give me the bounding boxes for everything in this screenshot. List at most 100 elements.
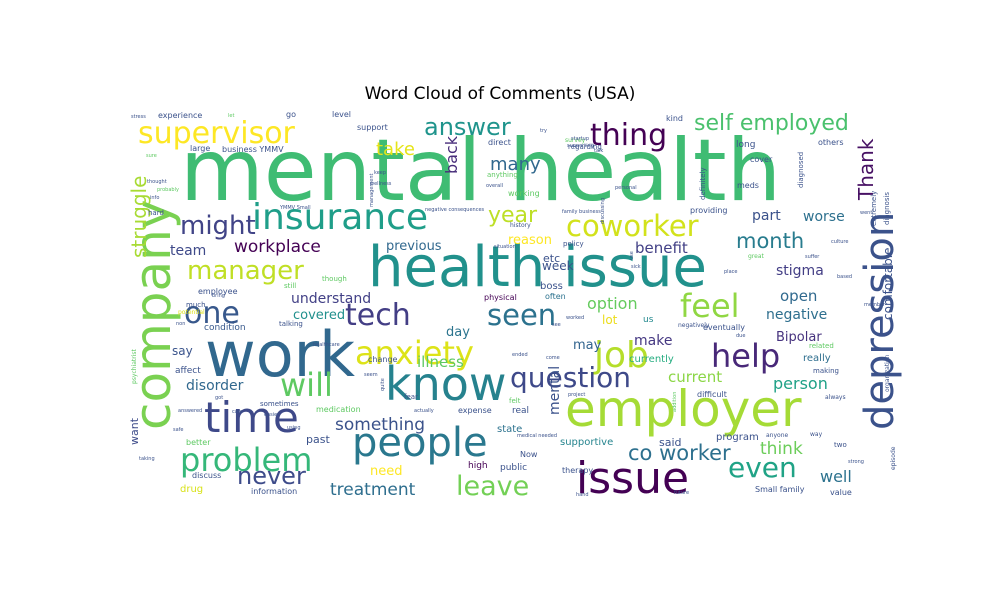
word-psychiatrist: psychiatrist <box>131 348 138 384</box>
word-value: value <box>830 488 852 497</box>
word-disorder: disorder <box>186 378 244 394</box>
word-covered: covered <box>293 308 345 323</box>
word-want: want <box>128 417 141 445</box>
word-try: try <box>540 128 547 134</box>
word-sick: sick <box>631 264 641 270</box>
word-extremely: extremely <box>870 191 878 226</box>
word-meds: meds <box>737 181 759 190</box>
word-still: still <box>284 282 296 290</box>
word-supportive: supportive <box>560 437 613 448</box>
word-leave: leave <box>456 471 529 502</box>
word-manager: manager <box>187 256 304 286</box>
word-much: much <box>186 301 206 309</box>
word-thought: thought <box>147 179 167 185</box>
word-strong: strong <box>848 459 864 465</box>
word-cover: cover <box>750 155 773 164</box>
word-issue: issue <box>576 453 689 504</box>
word-suffer: suffer <box>805 254 820 260</box>
word-co-worker: co worker <box>628 441 731 465</box>
word-struggle: struggle <box>127 176 151 258</box>
word-based: based <box>837 274 852 280</box>
word-wellness: wellness <box>370 181 392 187</box>
word-thing: thing <box>590 118 667 153</box>
word-taking: taking <box>139 456 155 462</box>
word-answer: answer <box>424 113 511 141</box>
word-healthcare: healthcare <box>313 342 340 348</box>
word-way: way <box>810 431 823 438</box>
word-take: take <box>376 139 415 160</box>
word-business-ymmv: business YMMV <box>222 145 284 154</box>
word-due: due <box>736 333 745 339</box>
word-talk: talk <box>594 148 603 154</box>
word-safe: safe <box>173 427 184 433</box>
word-negative-consequences: negative consequences <box>425 207 485 213</box>
word-overall: overall <box>486 183 503 189</box>
word-medical-needed: medical needed <box>517 433 557 439</box>
word-using: using <box>287 425 301 431</box>
word-back: back <box>442 135 461 174</box>
word-person: person <box>773 374 828 393</box>
word-well: well <box>820 467 852 486</box>
word-non: non <box>176 321 185 327</box>
word-experience: experience <box>158 111 202 120</box>
word-survey: survey <box>565 137 586 144</box>
word-insurance: insurance <box>252 197 428 238</box>
word-project: project <box>568 392 585 398</box>
word-stress: stress <box>131 114 146 120</box>
word-really: really <box>803 353 831 364</box>
word-quite: quite <box>380 378 386 391</box>
word-anyone: anyone <box>766 432 789 439</box>
word-support: support <box>357 123 388 132</box>
word-eventually: eventually <box>703 323 745 332</box>
word-sure: sure <box>146 153 157 159</box>
word-diagnosis: diagnosis <box>883 192 891 225</box>
word-discussing: discussing <box>600 198 606 224</box>
word-thank: Thank <box>854 138 878 201</box>
word-lot: lot <box>602 313 618 327</box>
word-member: member <box>864 302 886 308</box>
word-place: place <box>724 269 737 275</box>
word-supporting: supporting <box>567 143 594 149</box>
word-workplace: workplace <box>234 237 321 257</box>
word-job: job <box>593 335 649 376</box>
word-often: often <box>545 292 566 301</box>
word-will: will <box>280 366 333 404</box>
word-care: care <box>232 409 243 415</box>
word-bring: bring <box>212 293 225 299</box>
word-negatively: negatively <box>678 322 710 329</box>
word-therapy: therapy <box>562 466 593 475</box>
word-current: current <box>668 368 722 386</box>
word-bipolar: Bipolar <box>776 330 822 345</box>
word-drug: drug <box>180 484 203 495</box>
word-now: Now <box>520 450 538 459</box>
word-policy: policy <box>563 240 584 248</box>
word-family-business: family business <box>562 209 601 215</box>
word-let: let <box>228 113 234 119</box>
word-said: said <box>659 436 682 449</box>
word-depression: depression <box>857 212 903 430</box>
word-ended: ended <box>512 352 528 358</box>
word-providing: providing <box>690 206 728 215</box>
word-see: see <box>552 322 561 328</box>
word-future: future <box>674 490 689 496</box>
word-startup: startup <box>571 136 589 142</box>
word-sometimes: sometimes <box>260 400 299 408</box>
word-previous: previous <box>386 239 442 254</box>
word-kind: kind <box>666 114 683 123</box>
word-question: question <box>510 361 631 394</box>
word-illness: illness <box>417 353 464 371</box>
word-employer: employer <box>565 380 802 438</box>
word-might: might <box>180 211 256 241</box>
word-worse: worse <box>803 209 845 225</box>
word-history: history <box>510 222 531 229</box>
word-management: management <box>369 173 375 207</box>
word-one: one <box>184 296 240 331</box>
word-hard: hard <box>148 209 164 217</box>
word-make: make <box>634 333 672 349</box>
word-answered: answered <box>178 408 202 414</box>
word-etc: etc <box>543 252 560 265</box>
word-tech: tech <box>345 298 411 333</box>
word-anything: anything <box>487 171 518 179</box>
word-long: long <box>736 140 755 150</box>
word-company: company <box>124 200 182 430</box>
